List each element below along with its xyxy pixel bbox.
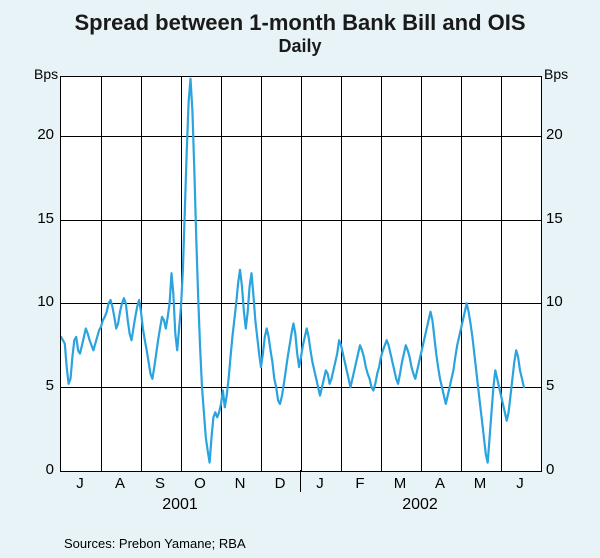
year-divider-tick bbox=[300, 470, 301, 492]
x-tick-month: J bbox=[76, 475, 84, 492]
x-tick-month: M bbox=[474, 475, 487, 492]
x-tick-month: N bbox=[235, 475, 246, 492]
y-tick-left: 5 bbox=[46, 377, 54, 394]
y-tick-right: 0 bbox=[546, 461, 554, 478]
chart-title-block: Spread between 1-month Bank Bill and OIS… bbox=[0, 0, 600, 58]
x-year-label: 2002 bbox=[402, 496, 438, 514]
x-year-label: 2001 bbox=[162, 496, 198, 514]
y-tick-right: 15 bbox=[546, 210, 563, 227]
chart-title: Spread between 1-month Bank Bill and OIS bbox=[0, 10, 600, 36]
x-tick-month: S bbox=[155, 475, 165, 492]
x-tick-month: D bbox=[275, 475, 286, 492]
plot-area bbox=[60, 76, 542, 472]
series-line bbox=[61, 77, 541, 471]
x-tick-month: M bbox=[394, 475, 407, 492]
y-tick-right: 5 bbox=[546, 377, 554, 394]
y-tick-left: 0 bbox=[46, 461, 54, 478]
x-tick-month: J bbox=[316, 475, 324, 492]
x-tick-month: F bbox=[355, 475, 364, 492]
x-tick-month: O bbox=[194, 475, 206, 492]
x-tick-month: A bbox=[435, 475, 445, 492]
chart-source: Sources: Prebon Yamane; RBA bbox=[64, 536, 246, 551]
x-tick-month: J bbox=[516, 475, 524, 492]
y-tick-right: 10 bbox=[546, 293, 563, 310]
y-axis-label-left: Bps bbox=[34, 66, 58, 82]
y-axis-label-right: Bps bbox=[544, 66, 568, 82]
y-tick-left: 20 bbox=[37, 126, 54, 143]
chart-subtitle: Daily bbox=[0, 36, 600, 58]
y-tick-left: 10 bbox=[37, 293, 54, 310]
chart-container: Spread between 1-month Bank Bill and OIS… bbox=[0, 0, 600, 558]
y-tick-right: 20 bbox=[546, 126, 563, 143]
y-tick-left: 15 bbox=[37, 210, 54, 227]
x-tick-month: A bbox=[115, 475, 125, 492]
